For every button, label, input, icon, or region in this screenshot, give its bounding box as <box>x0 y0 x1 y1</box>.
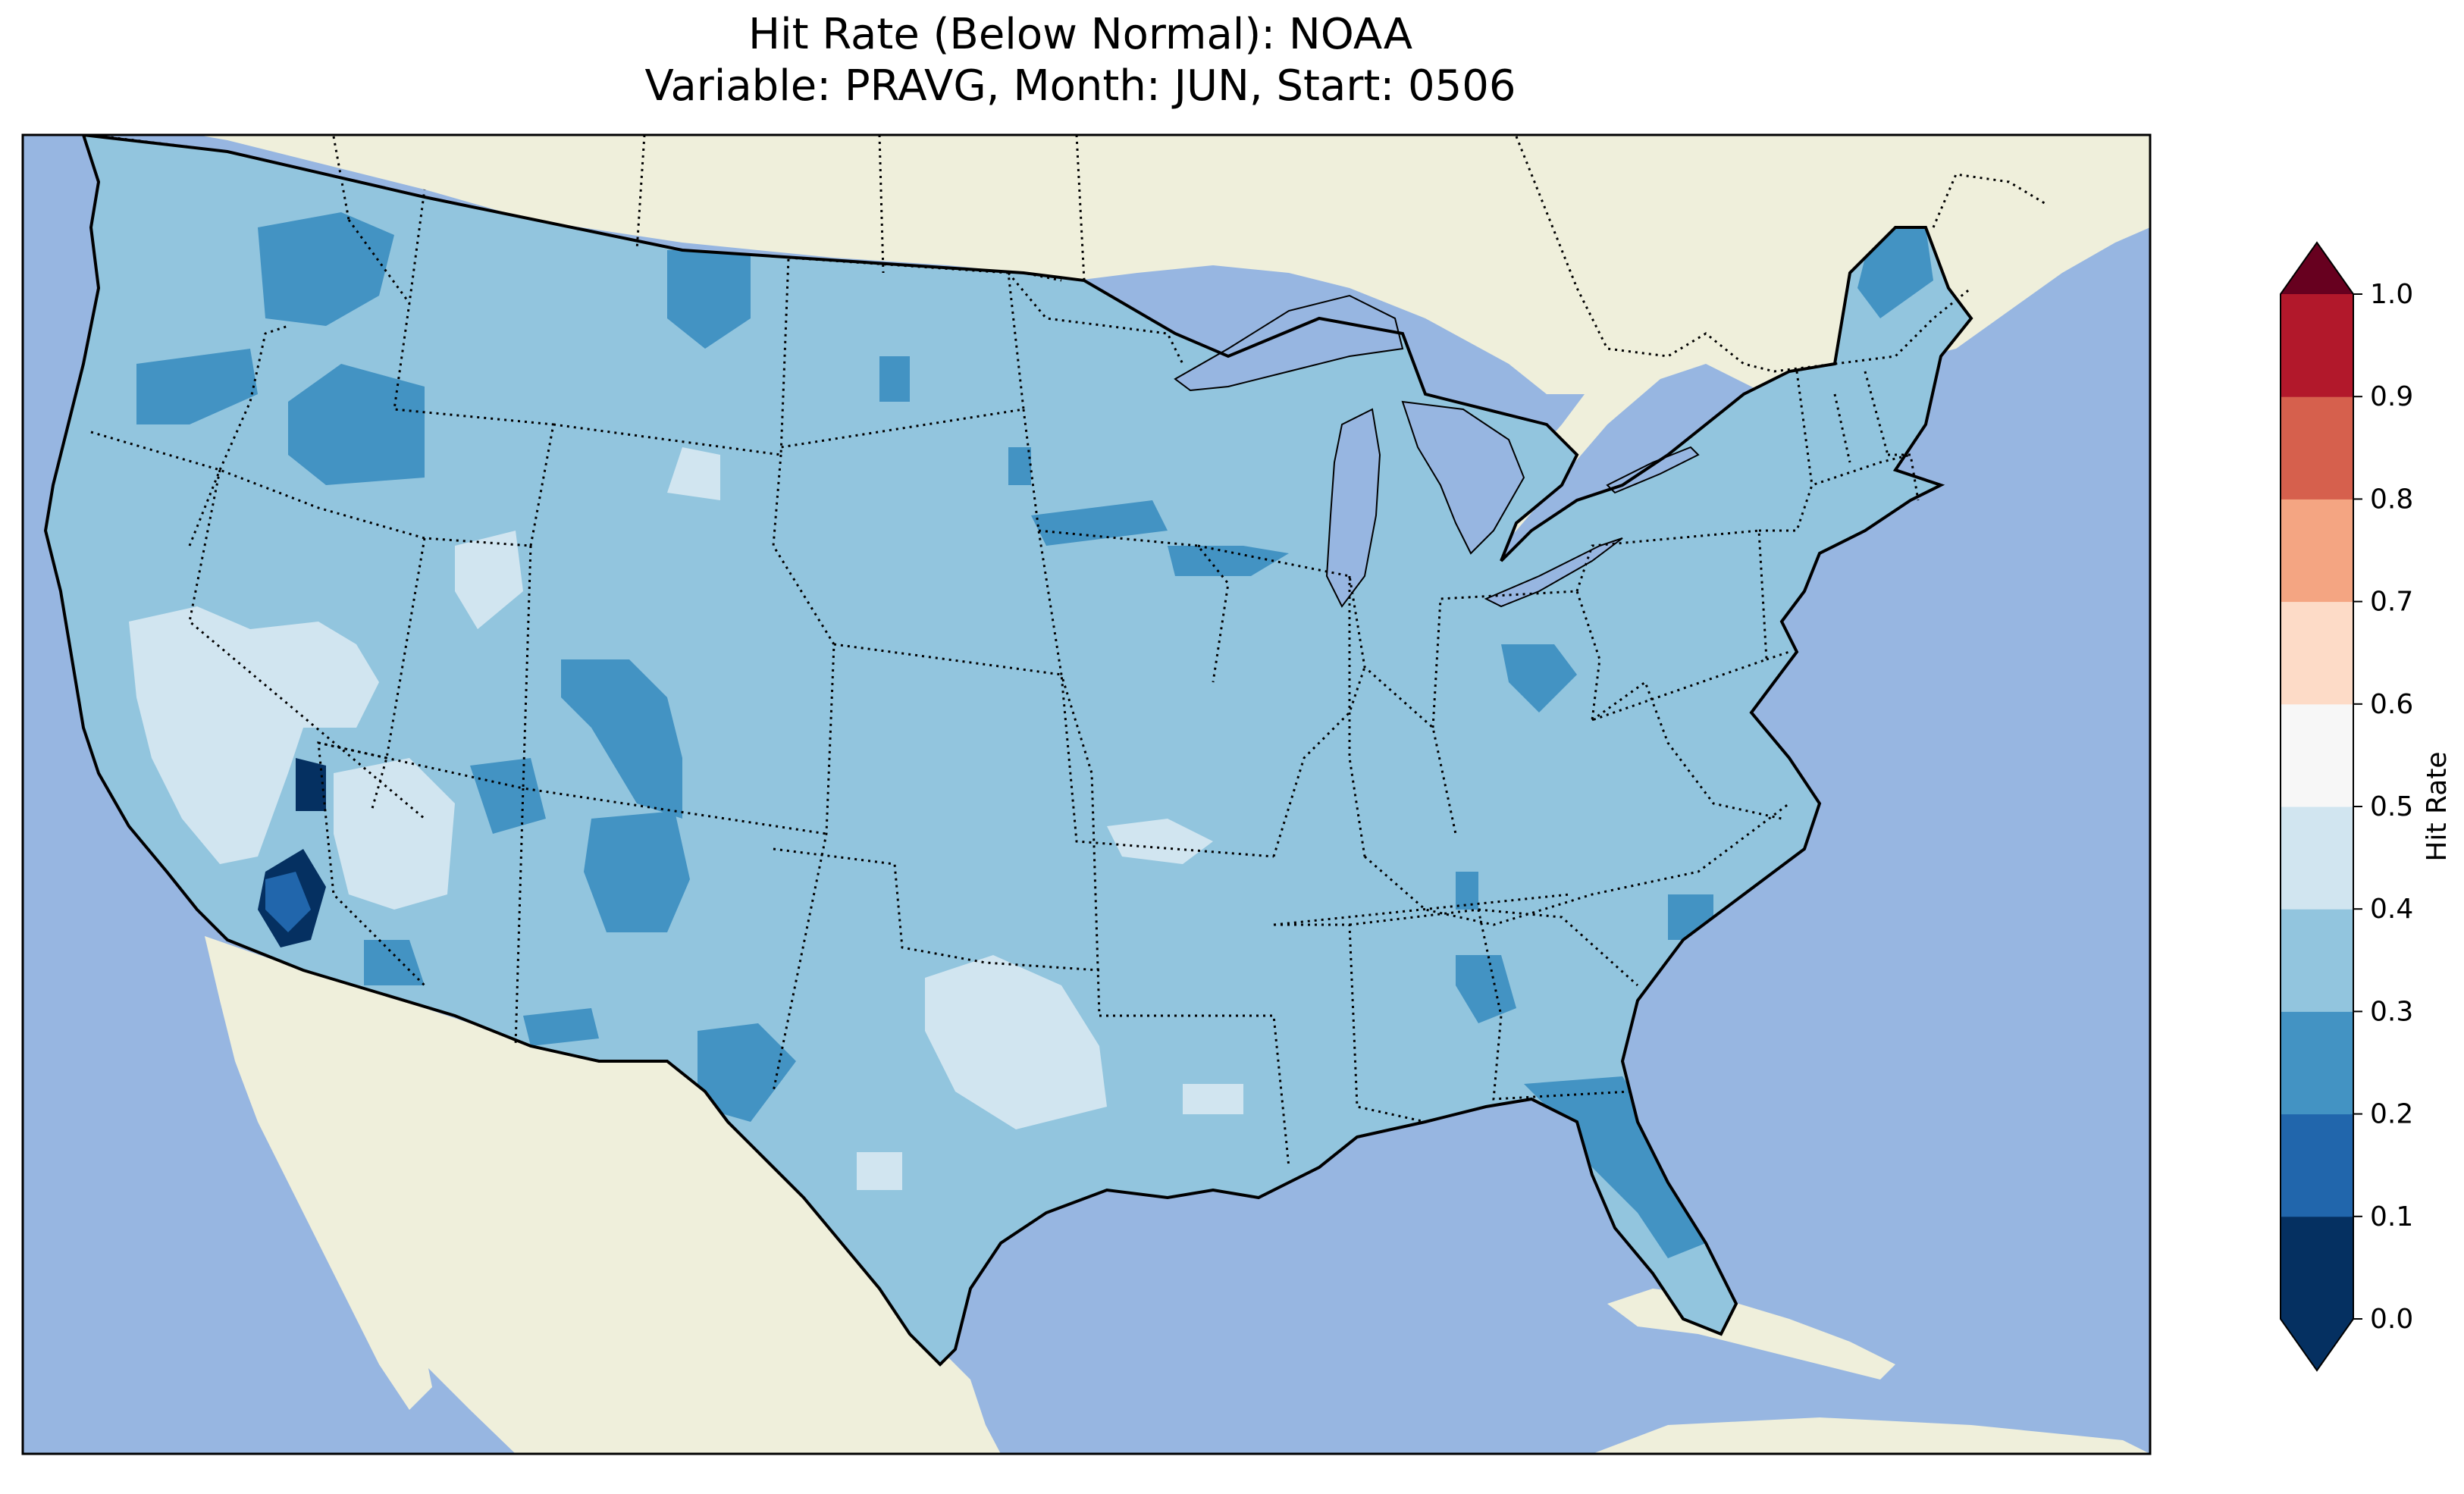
lake-huron <box>1401 400 1525 555</box>
colorbar-tick-label: 0.3 <box>2370 996 2413 1027</box>
colorbar-tick-label: 0.8 <box>2370 484 2413 515</box>
colorbar-outline <box>2280 241 2354 1372</box>
hit-rate-region-13 <box>364 940 425 985</box>
hit-rate-region-4 <box>857 819 1243 1190</box>
colorbar-bin-0 <box>2281 1216 2353 1320</box>
colorbar-over-arrow <box>2281 243 2353 294</box>
canada-land <box>23 135 2150 561</box>
lake-michigan <box>1325 408 1381 608</box>
colorbar-bin-9 <box>2281 294 2353 397</box>
colorbar-bin-7 <box>2281 499 2353 603</box>
colorbar-bin-6 <box>2281 601 2353 705</box>
lake-erie <box>1484 537 1623 608</box>
baja-peninsula <box>205 936 432 1410</box>
colorbar-bin-5 <box>2281 703 2353 807</box>
colorbar-bin-4 <box>2281 807 2353 910</box>
colorbar-tick-label: 0.1 <box>2370 1201 2413 1232</box>
colorbar-bin-8 <box>2281 396 2353 500</box>
hit-rate-region-11 <box>667 250 910 402</box>
lake-superior <box>1174 294 1404 392</box>
colorbar-tick-label: 0.5 <box>2370 791 2413 822</box>
colorbar-tick-label: 0.0 <box>2370 1304 2413 1335</box>
colorbar-bin-2 <box>2281 1011 2353 1115</box>
hit-rate-region-12 <box>1456 872 1713 1023</box>
colorbar-tick-label: 0.9 <box>2370 381 2413 412</box>
colorbar-tick-label: 1.0 <box>2370 279 2413 310</box>
colorbar-bin-1 <box>2281 1113 2353 1217</box>
state-borders <box>90 136 1920 1168</box>
hit-rate-region-8 <box>1857 227 1933 318</box>
hit-rate-region-5 <box>136 212 425 485</box>
title-line-2: Variable: PRAVG, Month: JUN, Start: 0506 <box>644 61 1516 111</box>
hit-rate-region-6 <box>470 659 796 1122</box>
great-lakes <box>1174 294 1700 608</box>
title-line-1: Hit Rate (Below Normal): NOAA <box>748 10 1413 59</box>
hit-rate-region-3 <box>455 447 720 629</box>
us-coastline <box>43 135 1973 1367</box>
colorbar-bin-3 <box>2281 909 2353 1012</box>
map-frame <box>21 133 2152 1455</box>
colorbar-tick-label: 0.7 <box>2370 587 2413 618</box>
hit-rate-region-darkest <box>265 872 311 932</box>
figure-title: Hit Rate (Below Normal): NOAA Variable: … <box>0 9 2161 112</box>
colorbar-tick-label: 0.4 <box>2370 894 2413 925</box>
south-america-land <box>1592 1417 2150 1454</box>
colorbar-label: Hit Rate <box>2422 751 2453 861</box>
colorbar-tick-label: 0.6 <box>2370 689 2413 720</box>
colorbar-tick-label: 0.2 <box>2370 1099 2413 1130</box>
hit-rate-region-2 <box>129 606 455 910</box>
hit-rate-region-9 <box>1008 447 1289 576</box>
hit-rate-region-10 <box>1501 644 1577 713</box>
colorbar-under-arrow <box>2281 1319 2353 1370</box>
